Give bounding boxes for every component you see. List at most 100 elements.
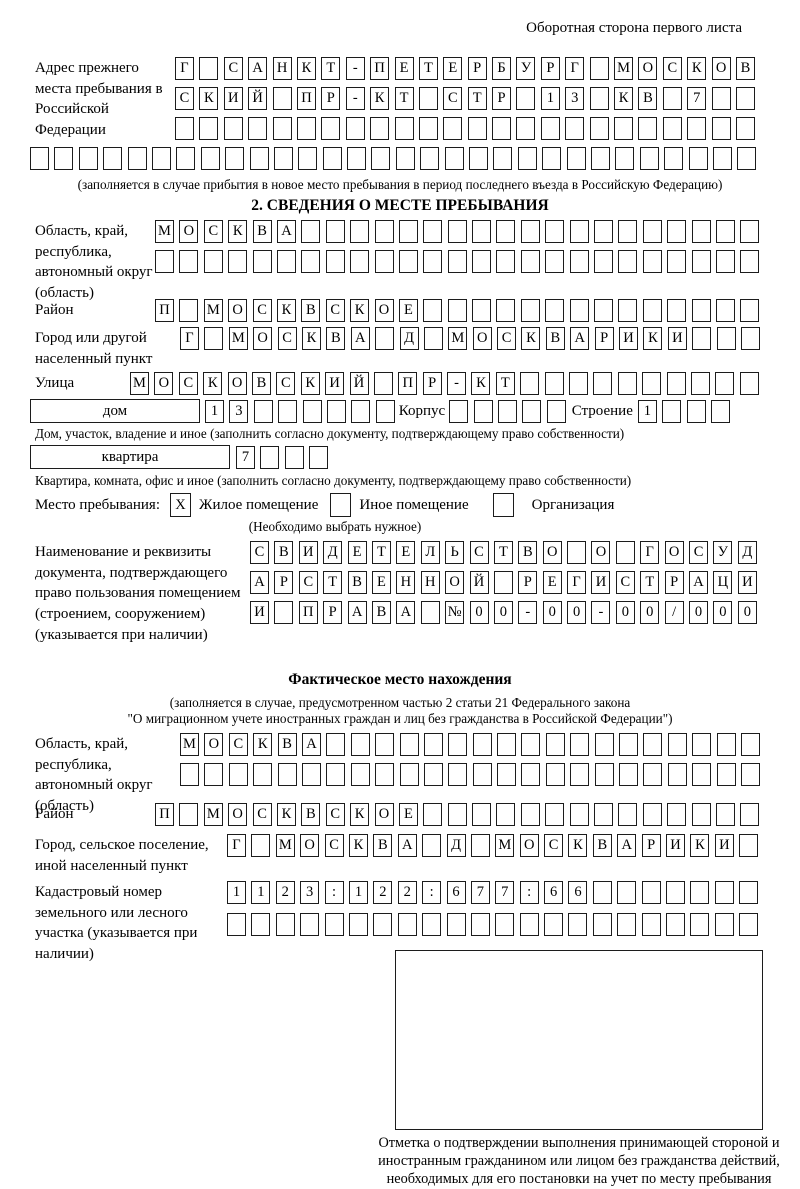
char-cell[interactable]	[443, 117, 463, 140]
char-cell[interactable]: В	[274, 541, 294, 564]
char-cell[interactable]: С	[252, 803, 272, 826]
char-cell[interactable]	[252, 250, 272, 273]
char-cell[interactable]	[638, 117, 658, 140]
char-cell[interactable]	[545, 733, 565, 756]
char-cell[interactable]: А	[301, 733, 321, 756]
char-cell[interactable]: Й	[248, 87, 268, 110]
char-cell[interactable]: Т	[323, 571, 343, 594]
char-cell[interactable]	[78, 147, 98, 170]
char-cell[interactable]: Т	[493, 541, 513, 564]
char-cell[interactable]: С	[615, 571, 635, 594]
char-cell[interactable]	[690, 913, 710, 936]
char-cell[interactable]	[176, 147, 196, 170]
char-cell[interactable]	[371, 147, 391, 170]
char-cell[interactable]: В	[638, 87, 658, 110]
char-cell[interactable]	[373, 913, 393, 936]
char-cell[interactable]: В	[326, 327, 346, 350]
char-cell[interactable]: М	[495, 834, 515, 857]
char-cell[interactable]: А	[347, 601, 367, 624]
char-cell[interactable]: М	[275, 834, 295, 857]
char-cell[interactable]: С	[469, 541, 489, 564]
char-cell[interactable]	[253, 399, 273, 423]
char-cell[interactable]	[716, 763, 736, 786]
char-cell[interactable]	[495, 913, 515, 936]
char-cell[interactable]: Р	[323, 601, 343, 624]
char-cell[interactable]: К	[687, 57, 707, 80]
char-cell[interactable]: Д	[446, 834, 466, 857]
char-cell[interactable]	[275, 913, 295, 936]
char-cell[interactable]	[569, 803, 589, 826]
char-cell[interactable]: О	[228, 803, 248, 826]
char-cell[interactable]: -	[518, 601, 538, 624]
char-cell[interactable]: К	[350, 299, 370, 322]
char-cell[interactable]	[472, 220, 492, 243]
char-cell[interactable]: Г	[567, 571, 587, 594]
char-cell[interactable]: О	[300, 834, 320, 857]
char-cell[interactable]: С	[228, 733, 248, 756]
char-cell[interactable]: Ц	[713, 571, 733, 594]
char-cell[interactable]	[522, 399, 542, 423]
char-cell[interactable]	[715, 803, 735, 826]
char-cell[interactable]: Е	[542, 571, 562, 594]
char-cell[interactable]: Р	[641, 834, 661, 857]
char-cell[interactable]: 1	[205, 399, 224, 423]
char-cell[interactable]: Р	[518, 571, 538, 594]
char-cell[interactable]	[714, 913, 734, 936]
char-cell[interactable]: В	[301, 803, 321, 826]
char-cell[interactable]	[519, 913, 539, 936]
char-cell[interactable]	[223, 117, 243, 140]
char-cell[interactable]	[151, 147, 171, 170]
char-cell[interactable]	[521, 763, 541, 786]
char-cell[interactable]: К	[253, 733, 273, 756]
char-cell[interactable]	[642, 250, 662, 273]
char-cell[interactable]	[398, 250, 418, 273]
char-cell[interactable]	[715, 250, 735, 273]
char-cell[interactable]	[375, 327, 395, 350]
char-cell[interactable]: Й	[469, 571, 489, 594]
char-cell[interactable]	[472, 763, 492, 786]
char-cell[interactable]	[179, 803, 199, 826]
char-cell[interactable]	[520, 250, 540, 273]
char-cell[interactable]: №	[445, 601, 465, 624]
char-cell[interactable]: И	[737, 571, 757, 594]
char-cell[interactable]	[594, 763, 614, 786]
char-cell[interactable]	[589, 117, 609, 140]
char-cell[interactable]: О	[519, 834, 539, 857]
char-cell[interactable]: В	[371, 601, 391, 624]
char-cell[interactable]	[30, 147, 49, 170]
char-cell[interactable]	[398, 220, 418, 243]
char-cell[interactable]	[642, 803, 662, 826]
char-cell[interactable]	[686, 399, 706, 423]
char-cell[interactable]	[618, 299, 638, 322]
char-cell[interactable]	[619, 763, 639, 786]
char-cell[interactable]	[298, 147, 318, 170]
char-cell[interactable]: О	[711, 57, 731, 80]
char-cell[interactable]	[423, 250, 443, 273]
char-cell[interactable]: Е	[347, 541, 367, 564]
char-cell[interactable]	[739, 834, 759, 857]
char-cell[interactable]: П	[155, 803, 174, 826]
char-cell[interactable]: С	[325, 299, 345, 322]
char-cell[interactable]: К	[203, 372, 223, 395]
char-cell[interactable]	[249, 147, 269, 170]
char-cell[interactable]: 0	[737, 601, 757, 624]
char-cell[interactable]: О	[374, 299, 394, 322]
char-cell[interactable]	[594, 220, 614, 243]
char-cell[interactable]	[228, 763, 248, 786]
char-cell[interactable]: 2	[373, 881, 393, 904]
char-cell[interactable]: Р	[540, 57, 560, 80]
char-cell[interactable]: И	[714, 834, 734, 857]
char-cell[interactable]	[274, 601, 294, 624]
char-cell[interactable]	[594, 299, 614, 322]
char-cell[interactable]: С	[252, 299, 272, 322]
char-cell[interactable]	[423, 220, 443, 243]
char-cell[interactable]	[594, 803, 614, 826]
char-cell[interactable]	[422, 913, 442, 936]
char-cell[interactable]: Р	[467, 57, 487, 80]
char-cell[interactable]	[227, 913, 246, 936]
char-cell[interactable]: 0	[713, 601, 733, 624]
char-cell[interactable]	[497, 733, 517, 756]
char-cell[interactable]: М	[203, 299, 223, 322]
char-cell[interactable]	[641, 881, 661, 904]
char-cell[interactable]: В	[373, 834, 393, 857]
